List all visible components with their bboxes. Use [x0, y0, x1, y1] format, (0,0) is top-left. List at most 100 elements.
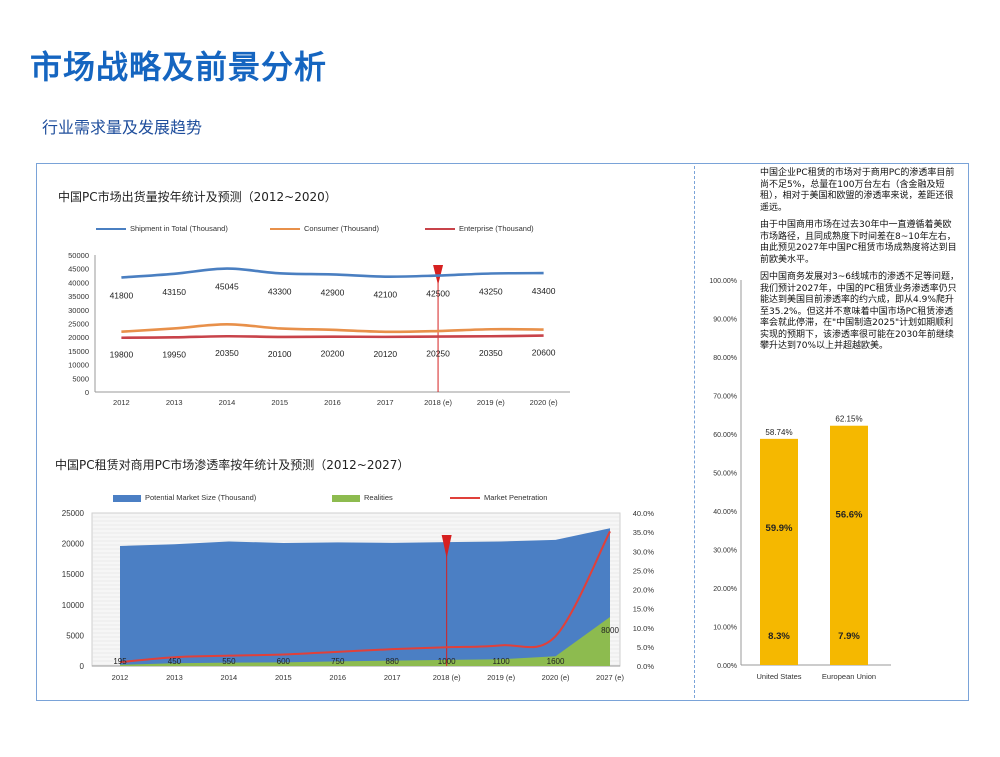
chart1-x-tick-label: 2020 (e): [530, 398, 558, 407]
chart1-y-tick-label: 25000: [68, 320, 89, 329]
chart3-y-tick-label: 70.00%: [713, 394, 737, 401]
chart1-y-tick-label: 20000: [68, 333, 89, 342]
chart1-x-tick-label: 2013: [166, 398, 183, 407]
chart2-left-tick-label: 25000: [62, 509, 85, 518]
chart1-data-label: 43150: [162, 287, 186, 297]
chart1-data-label: 43300: [268, 286, 292, 296]
chart2-data-label: 600: [277, 657, 291, 666]
chart3-y-tick-label: 80.00%: [713, 355, 737, 362]
chart1-series-line-0: [121, 267, 544, 279]
chart2-data-label: 550: [222, 657, 236, 666]
legend-label-enterprise: Enterprise (Thousand): [459, 224, 534, 233]
chart1-data-label: 20200: [321, 349, 345, 359]
chart2-data-label: 1600: [547, 657, 565, 666]
chart1-x-tick-label: 2018 (e): [424, 398, 452, 407]
chart2-data-label: 750: [331, 657, 345, 666]
chart1-data-label: 20120: [373, 349, 397, 359]
panel-divider: [694, 166, 695, 698]
chart1-data-label: 20100: [268, 349, 292, 359]
chart3-y-tick-label: 100.00%: [709, 278, 737, 285]
chart3-y-tick-label: 20.00%: [713, 586, 737, 593]
chart3-inner-top-label: 56.6%: [836, 510, 863, 521]
chart1-y-tick-label: 0: [85, 388, 89, 397]
content-panel: [36, 163, 969, 701]
chart2-data-label: 1100: [493, 657, 511, 666]
legend-label-consumer: Consumer (Thousand): [304, 224, 380, 233]
chart2-left-tick-label: 0: [80, 662, 85, 671]
chart1-title: 中国PC市场出货量按年统计及预测（2012~2020）: [58, 190, 337, 204]
chart1-shipment-line-chart: 0 5000 10000 15000 20000 25000 30000 35000 40000…: [68, 251, 570, 407]
legend-swatch-enterprise: [425, 228, 455, 231]
chart3-inner-bottom-label: 7.9%: [838, 631, 860, 642]
chart1-y-tick-label: 35000: [68, 292, 89, 301]
legend-label-penetration: Market Penetration: [484, 493, 548, 502]
chart1-data-label: 43400: [532, 286, 556, 296]
chart1-y-tick-label: 30000: [68, 306, 89, 315]
chart3-y-tick-label: 0.00%: [717, 663, 737, 670]
chart1-y-tick-label: 40000: [68, 278, 89, 287]
chart2-x-tick-label: 2020 (e): [542, 673, 570, 682]
chart1-series-line-1: [121, 323, 544, 334]
chart2-title: 中国PC租赁对商用PC市场渗透率按年统计及预测（2012~2027）: [55, 458, 410, 472]
chart2-left-tick-label: 20000: [62, 540, 85, 549]
chart3-y-tick-label: 10.00%: [713, 625, 737, 632]
legend-swatch-total: [96, 228, 126, 231]
chart1-y-tick-label: 10000: [68, 361, 89, 370]
chart2-right-tick-label: 30.0%: [633, 547, 655, 556]
chart1-data-label: 20350: [479, 348, 503, 358]
chart2-right-tick-label: 20.0%: [633, 586, 655, 595]
chart1-y-tick-label: 5000: [72, 374, 89, 383]
chart3-inner-top-label: 59.9%: [766, 523, 793, 534]
chart2-forecast-marker-icon: [441, 535, 452, 558]
chart2-x-tick-label: 2012: [112, 673, 129, 682]
chart2-right-tick-label: 0.0%: [637, 662, 654, 671]
legend-swatch-penetration: [450, 497, 480, 500]
chart2-data-label: 880: [386, 657, 400, 666]
section-title: 行业需求量及发展趋势: [42, 118, 203, 137]
chart3-bar-chart: 0.00% 10.00% 20.00% 30.00% 40.00% 50.00% 60.00…: [709, 278, 891, 681]
notes-paragraph-3: 因中国商务发展对3~6线城市的渗透不足等问题，我们预计2027年，中国的PC租赁…: [760, 272, 959, 351]
chart1-data-label: 42100: [373, 290, 397, 300]
chart2-data-label: 8000: [601, 626, 619, 635]
chart1-data-label: 20350: [215, 348, 239, 358]
chart2-right-tick-label: 5.0%: [637, 643, 654, 652]
chart2-right-tick-label: 35.0%: [633, 528, 655, 537]
legend-item-potential: Potential Market Size (Thousand): [113, 493, 256, 502]
chart1-data-label: 20250: [426, 349, 450, 359]
chart3-bar-0: [760, 438, 798, 665]
chart2-data-label: 195: [113, 657, 127, 666]
legend-item-penetration: Market Penetration: [450, 493, 547, 502]
chart1-series-line-2: [121, 334, 544, 340]
chart1-y-tick-label: 50000: [68, 251, 89, 260]
legend-swatch-potential: [113, 494, 141, 502]
page-title: 市场战略及前景分析: [30, 48, 328, 86]
chart3-y-tick-label: 40.00%: [713, 509, 737, 516]
chart2-left-tick-label: 5000: [66, 631, 84, 640]
chart3-value-label: 62.15%: [835, 415, 862, 424]
chart2-left-tick-label: 15000: [62, 570, 85, 579]
chart3-y-tick-label: 60.00%: [713, 432, 737, 439]
chart2-x-tick-label: 2016: [329, 673, 346, 682]
chart1-y-tick-label: 45000: [68, 265, 89, 274]
notes-paragraph-2: 由于中国商用市场在过去30年中一直遵循着美欧市场路径，且同成熟度下时间差在8~1…: [760, 220, 957, 265]
legend-item-realities: Realities: [332, 493, 393, 502]
chart3-y-tick-label: 90.00%: [713, 317, 737, 324]
chart1-data-label: 42900: [321, 287, 345, 297]
chart2-x-tick-label: 2027 (e): [596, 673, 624, 682]
chart2-x-tick-label: 2015: [275, 673, 292, 682]
chart1-data-label: 45045: [215, 282, 239, 292]
chart1-x-tick-label: 2016: [324, 398, 341, 407]
chart2-x-tick-label: 2018 (e): [433, 673, 461, 682]
chart2-penetration-line: [119, 530, 611, 664]
notes-paragraph-1: 中国企业PC租赁的市场对于商用PC的渗透率目前尚不足5%，总量在100万台左右（…: [760, 168, 955, 213]
chart1-data-label: 19800: [110, 350, 134, 360]
legend-item-total: Shipment in Total (Thousand): [96, 224, 228, 233]
chart1-data-label: 42500: [426, 289, 450, 299]
legend-item-consumer: Consumer (Thousand): [270, 224, 379, 233]
chart1-data-label: 19950: [162, 349, 186, 359]
chart2-potential-area: [120, 528, 610, 666]
chart3-inner-bottom-label: 8.3%: [768, 631, 790, 642]
notes-text-block: 中国企业PC租赁的市场对于商用PC的渗透率目前尚不足5%，总量在100万台左右（…: [760, 168, 960, 359]
chart2-right-tick-label: 15.0%: [633, 605, 655, 614]
chart1-x-tick-label: 2015: [271, 398, 288, 407]
